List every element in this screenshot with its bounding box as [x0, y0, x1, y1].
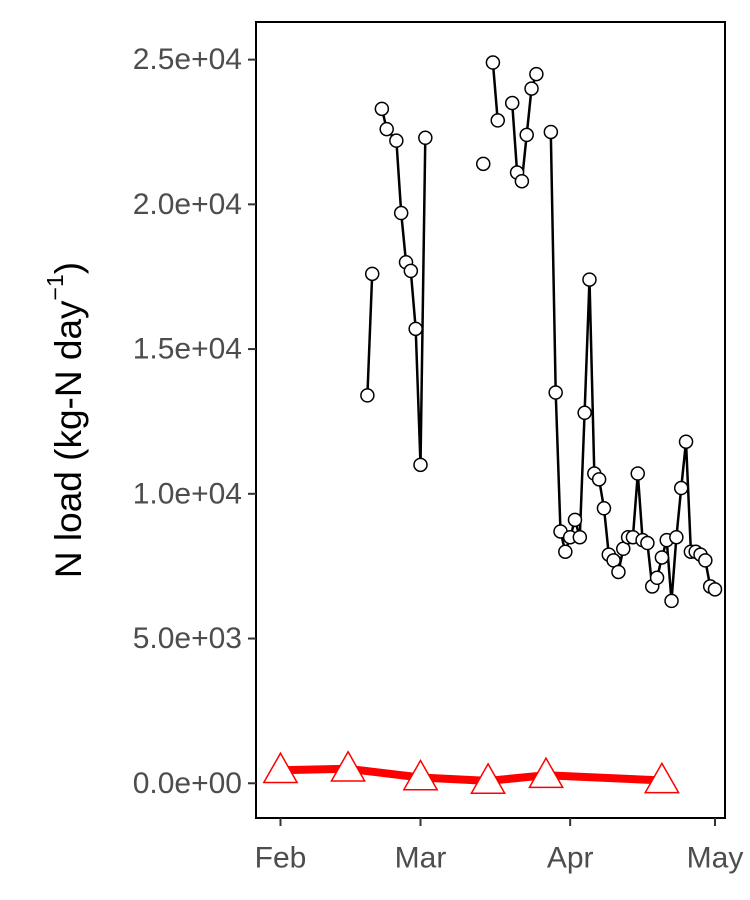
circle-point: [519, 127, 534, 143]
circle-point: [558, 544, 573, 559]
circle-point: [374, 101, 390, 117]
circle-point: [654, 550, 670, 565]
circle-point: [514, 173, 530, 189]
circle-point: [630, 466, 646, 481]
circle-point: [673, 480, 689, 496]
circle-point: [379, 121, 394, 137]
triangle-point: [330, 750, 366, 782]
circle-point: [490, 113, 505, 128]
triangle-series: [262, 750, 680, 794]
circle-point: [664, 593, 679, 609]
y-axis-title-close: ): [48, 262, 89, 274]
x-axis: Feb Mar Apr May: [255, 818, 744, 875]
circle-point: [582, 272, 597, 287]
triangle-series-line: [276, 764, 666, 785]
circle-point: [567, 512, 583, 528]
circle-point: [640, 535, 655, 551]
circle-point: [698, 553, 713, 568]
circle-point: [418, 130, 433, 146]
circle-point: [485, 55, 501, 70]
circle-point: [678, 434, 694, 449]
y-axis: 0.0e+00 5.0e+03 1.0e+04 1.5e+04 2.0e+04 2.5e+…: [133, 43, 256, 800]
circle-series-line: [366, 272, 374, 397]
y-tick-label: 2.5e+04: [133, 43, 242, 76]
triangle-point: [643, 761, 680, 794]
circle-point: [403, 263, 419, 279]
y-axis-title: N load (kg-N day−1): [42, 262, 89, 578]
circle-point: [611, 564, 626, 580]
x-tick-label: May: [687, 842, 744, 875]
series-layer: [262, 55, 723, 794]
triangle-point: [262, 751, 299, 784]
circle-point: [393, 205, 409, 221]
plot-panel: [255, 21, 726, 819]
circle-point: [577, 405, 592, 421]
circle-point: [596, 501, 612, 516]
circle-point: [591, 472, 607, 487]
circle-point: [476, 156, 491, 172]
circle-point: [707, 582, 723, 597]
y-tick-label: 1.5e+04: [133, 333, 242, 366]
circle-point: [529, 66, 544, 82]
circle-point: [524, 81, 539, 96]
y-tick-label: 0.0e+00: [133, 767, 242, 800]
triangle-point: [402, 758, 439, 791]
circle-point: [543, 124, 559, 140]
circle-point: [504, 95, 520, 111]
y-tick-label: 1.0e+04: [133, 477, 242, 510]
x-tick-label: Feb: [255, 842, 307, 875]
triangle-point: [528, 756, 564, 789]
y-axis-title-superscript: −1: [42, 274, 68, 300]
circle-point: [360, 388, 375, 403]
circle-series: [360, 55, 723, 609]
circle-series-line: [491, 61, 499, 122]
circle-point: [572, 529, 588, 545]
circle-point: [364, 266, 380, 282]
y-axis-title-main: N load (kg-N day: [48, 300, 89, 578]
triangle-point: [470, 762, 506, 794]
circle-point: [548, 385, 563, 400]
circle-point: [669, 529, 684, 545]
circle-point: [408, 321, 423, 337]
circle-point: [413, 457, 428, 473]
circle-point: [389, 133, 404, 148]
x-tick-label: Apr: [547, 842, 594, 875]
circle-point: [649, 570, 665, 586]
y-tick-label: 5.0e+03: [133, 622, 242, 655]
y-tick-label: 2.0e+04: [133, 188, 242, 221]
x-tick-label: Mar: [395, 842, 447, 875]
